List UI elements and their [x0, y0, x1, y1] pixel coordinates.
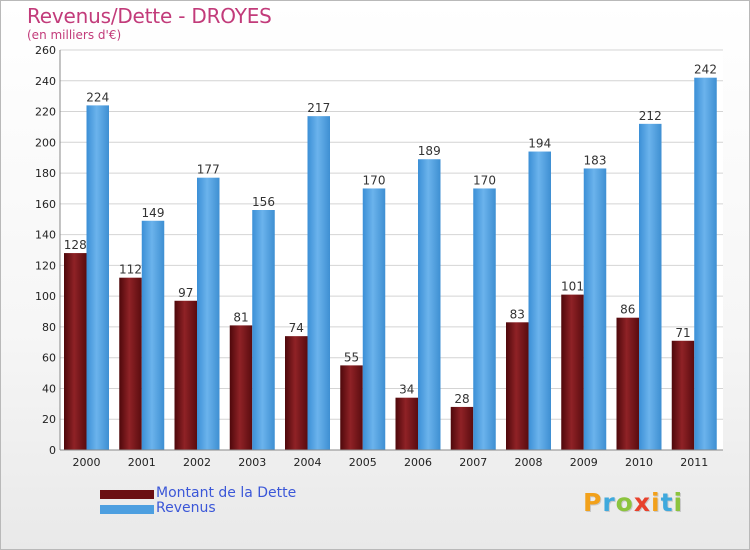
logo-letter: r — [602, 488, 616, 517]
value-label-debt-2002: 97 — [178, 286, 193, 300]
data-labels: 128 224 112 149 97 177 81 156 74 217 55 170 34 189 28 1… — [64, 63, 717, 406]
value-label-debt-2000: 128 — [64, 238, 87, 252]
bar-debt-2002 — [174, 300, 197, 450]
value-label-debt-2007: 28 — [454, 392, 469, 406]
bar-revenus-2004 — [307, 116, 330, 451]
y-tick-label: 20 — [42, 413, 56, 426]
value-label-debt-2004: 74 — [289, 321, 304, 335]
bar-revenus-2006 — [418, 159, 441, 450]
value-label-debt-2006: 34 — [399, 383, 414, 397]
legend-swatch-revenus — [100, 505, 154, 514]
bar-revenus-2008 — [528, 151, 551, 451]
x-tick-label-2009: 2009 — [570, 456, 598, 469]
bar-debt-2003 — [229, 325, 253, 450]
value-label-revenus-2010: 212 — [639, 109, 662, 123]
logo-letter: o — [615, 488, 634, 517]
gridlines — [60, 49, 723, 420]
legend-label-revenus: Revenus — [156, 500, 216, 516]
x-tick-label-2002: 2002 — [183, 456, 211, 469]
y-tick-label: 260 — [35, 44, 56, 57]
x-tick-label-2011: 2011 — [680, 456, 708, 469]
bar-debt-2006 — [395, 397, 418, 450]
value-label-debt-2008: 83 — [510, 307, 525, 321]
value-label-revenus-2003: 156 — [252, 195, 275, 209]
value-label-revenus-2011: 242 — [694, 63, 717, 77]
proxiti-logo: Proxiti — [583, 488, 683, 517]
bars — [64, 77, 717, 451]
x-tick-label-2006: 2006 — [404, 456, 432, 469]
y-tick-label: 120 — [35, 259, 56, 272]
x-tick-label-2000: 2000 — [73, 456, 101, 469]
plot-area — [60, 50, 723, 450]
value-label-revenus-2009: 183 — [584, 153, 607, 167]
chart-subtitle: (en milliers d'€) — [27, 28, 122, 42]
y-tick-label: 80 — [42, 321, 56, 334]
value-label-revenus-2001: 149 — [142, 206, 165, 220]
bar-debt-2011 — [671, 340, 695, 450]
plot-background — [60, 50, 723, 450]
bar-revenus-2002 — [197, 177, 220, 450]
bar-debt-2004 — [285, 336, 308, 450]
value-label-revenus-2006: 189 — [418, 144, 441, 158]
logo-letter: x — [633, 488, 651, 517]
value-label-revenus-2005: 170 — [363, 173, 386, 187]
bar-debt-2009 — [561, 294, 584, 450]
logo-letter: i — [673, 488, 684, 517]
chart-title: Revenus/Dette - DROYES — [27, 4, 272, 28]
bar-debt-2000 — [64, 253, 87, 450]
value-label-debt-2011: 71 — [675, 326, 690, 340]
bar-revenus-2007 — [473, 188, 496, 450]
bar-revenus-2001 — [141, 220, 165, 450]
y-tick-label: 100 — [35, 290, 56, 303]
x-tick-label-2010: 2010 — [625, 456, 653, 469]
y-tick-label: 60 — [42, 352, 56, 365]
value-label-revenus-2007: 170 — [473, 173, 496, 187]
bar-revenus-2000 — [86, 105, 109, 450]
value-label-debt-2009: 101 — [561, 280, 584, 294]
bar-revenus-2005 — [362, 188, 386, 450]
y-tick-label: 160 — [35, 198, 56, 211]
bar-debt-2008 — [506, 322, 529, 450]
y-tick-label: 140 — [35, 229, 56, 242]
bar-debt-2001 — [119, 277, 142, 450]
y-tick-label: 240 — [35, 75, 56, 88]
value-label-debt-2001: 112 — [119, 263, 142, 277]
logo-letter: i — [651, 488, 661, 517]
logo-letter: P — [583, 488, 603, 517]
y-axis: 0 20 40 60 80 100 120 140 160 180 200 220 240 260 — [35, 44, 61, 457]
bar-debt-2005 — [340, 365, 363, 450]
bar-revenus-2010 — [639, 123, 662, 450]
bar-debt-2007 — [450, 406, 474, 450]
value-label-revenus-2004: 217 — [307, 101, 330, 115]
logo-letter: t — [660, 488, 674, 517]
bar-debt-2010 — [616, 317, 639, 450]
value-label-revenus-2000: 224 — [86, 90, 109, 104]
value-label-debt-2005: 55 — [344, 350, 359, 364]
x-tick-label-2003: 2003 — [238, 456, 266, 469]
x-tick-label-2001: 2001 — [128, 456, 156, 469]
value-label-debt-2003: 81 — [233, 310, 248, 324]
value-label-revenus-2002: 177 — [197, 163, 220, 177]
y-tick-label: 220 — [35, 106, 56, 119]
y-tick-label: 180 — [35, 167, 56, 180]
bar-revenus-2011 — [694, 77, 717, 450]
x-tick-label-2008: 2008 — [515, 456, 543, 469]
bar-revenus-2009 — [583, 168, 607, 450]
x-tick-label-2005: 2005 — [349, 456, 377, 469]
bar-revenus-2003 — [252, 210, 275, 450]
x-tick-label-2004: 2004 — [294, 456, 322, 469]
x-tick-label-2007: 2007 — [459, 456, 487, 469]
y-tick-label: 0 — [49, 444, 56, 457]
value-label-revenus-2008: 194 — [528, 137, 551, 151]
y-tick-label: 40 — [42, 382, 56, 395]
value-label-debt-2010: 86 — [620, 303, 635, 317]
legend-swatch-debt — [100, 490, 154, 499]
y-tick-label: 200 — [35, 136, 56, 149]
x-axis: 2000 2001 2002 2003 2004 2005 2006 2007 2008 2009… — [60, 449, 723, 469]
legend-label-debt: Montant de la Dette — [156, 485, 297, 501]
